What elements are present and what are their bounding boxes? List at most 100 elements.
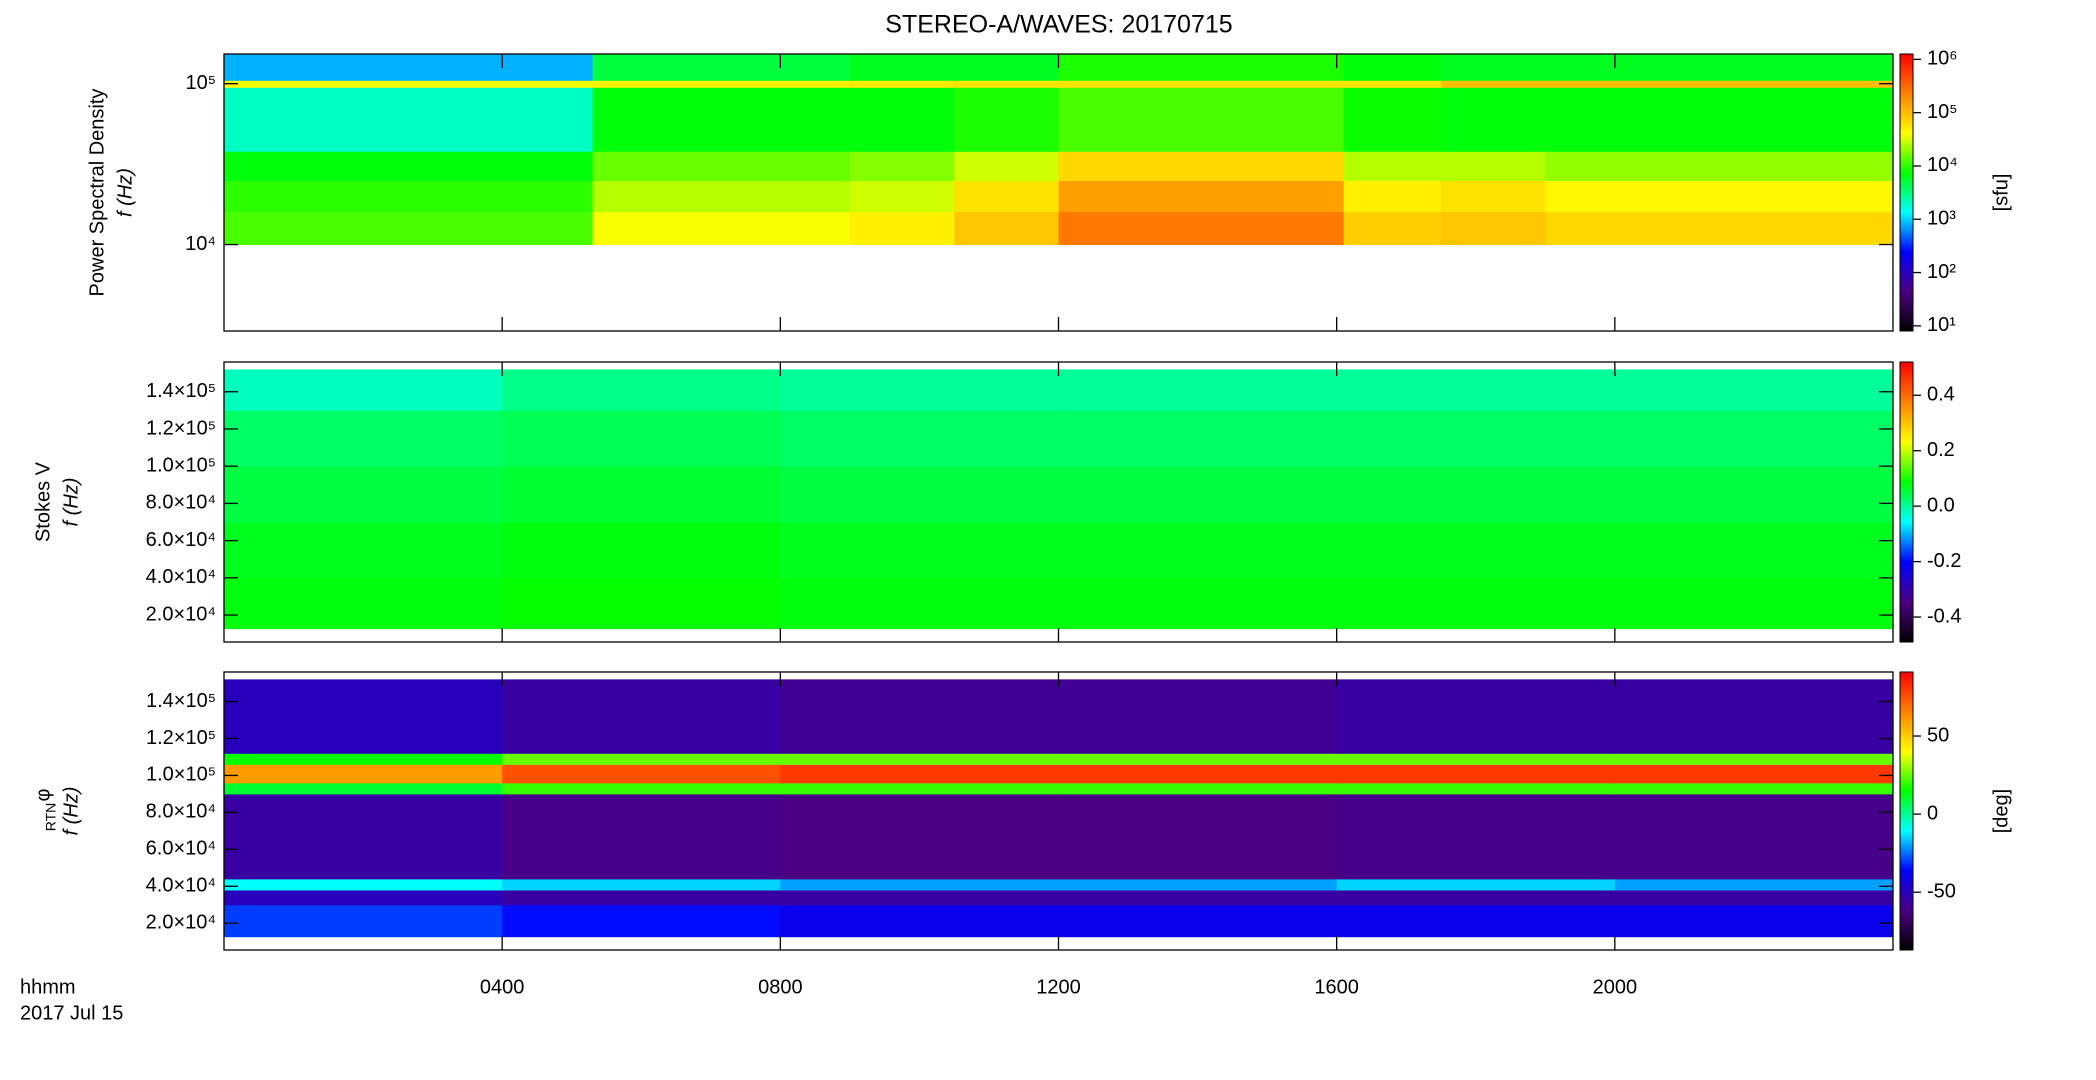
heatmap-cell	[1336, 522, 1616, 579]
heatmap-cell	[1058, 522, 1338, 579]
heatmap-cell	[780, 753, 1059, 765]
heatmap-cell	[1058, 889, 1338, 906]
y-tick-label: 1.4×10⁵	[146, 380, 216, 402]
heatmap-cell	[1343, 180, 1442, 213]
heatmap-cell	[1614, 878, 1894, 891]
y-tick-label: 10⁴	[185, 233, 216, 255]
heatmap-cell	[1614, 764, 1894, 784]
heatmap-cell	[1343, 151, 1442, 182]
heatmap-cell	[1545, 80, 1894, 88]
heatmap-cell	[1545, 87, 1894, 152]
heatmap-cell	[224, 522, 503, 579]
colorbar-tick-label: 50	[1927, 724, 1949, 746]
colorbar-tick-label: 0.2	[1927, 439, 1955, 461]
heatmap-cell	[1545, 211, 1894, 246]
heatmap-cell	[1545, 180, 1894, 213]
y-tick-label: 8.0×10⁴	[146, 492, 216, 514]
y-tick-label: 4.0×10⁴	[146, 875, 216, 897]
heatmap-cell	[849, 87, 955, 152]
heatmap-cell	[502, 889, 781, 906]
y-tick-label: 1.0×10⁵	[146, 764, 216, 786]
heatmap-cell	[592, 87, 851, 152]
heatmap-cell	[224, 180, 594, 213]
x-tick-label: 1200	[1036, 976, 1081, 998]
heatmap-cell	[502, 522, 781, 579]
x-axis-date: 2017 Jul 15	[20, 1002, 123, 1024]
heatmap-cell	[954, 87, 1059, 152]
heatmap-cell	[1058, 577, 1338, 630]
y-tick-label: 4.0×10⁴	[146, 566, 216, 588]
heatmap-cell	[954, 80, 1059, 88]
colorbar-tick-label: 0.4	[1927, 384, 1955, 406]
heatmap-cell	[502, 793, 781, 880]
colorbar	[1899, 671, 1914, 951]
colorbar-label: [deg]	[1990, 789, 2012, 833]
heatmap-cell	[1058, 211, 1345, 246]
heatmap-cell	[849, 54, 955, 81]
x-tick-label: 0800	[758, 976, 803, 998]
heatmap-cell	[780, 410, 1059, 467]
heatmap-cell	[1614, 889, 1894, 906]
heatmap-cell	[1614, 753, 1894, 765]
heatmap-cell	[1440, 80, 1546, 88]
x-tick-label: 2000	[1593, 976, 1638, 998]
heatmap-cell	[502, 753, 781, 765]
heatmap-cell	[502, 679, 781, 754]
heatmap-cell	[224, 369, 503, 411]
y-tick-label: 1.2×10⁵	[146, 727, 216, 749]
heatmap-cell	[954, 211, 1059, 246]
heatmap-cell	[1336, 782, 1616, 795]
heatmap-cell	[224, 151, 594, 182]
y-axis-label: φ	[32, 788, 54, 801]
x-tick-label: 0400	[480, 976, 525, 998]
heatmap-cell	[1058, 904, 1338, 938]
heatmap-cell	[780, 782, 1059, 795]
heatmap-cell	[1336, 878, 1616, 891]
heatmap-cell	[1343, 211, 1442, 246]
y-tick-label: 2.0×10⁴	[146, 911, 216, 933]
heatmap-cell	[1440, 211, 1546, 246]
heatmap-cell	[780, 577, 1059, 630]
heatmap-cell	[1336, 679, 1616, 754]
colorbar	[1899, 361, 1914, 643]
heatmap-cell	[224, 878, 503, 891]
heatmap-cell	[954, 151, 1059, 182]
heatmap-cell	[780, 369, 1059, 411]
colorbar	[1899, 53, 1914, 332]
heatmap-cell	[592, 151, 851, 182]
heatmap-cell	[1440, 180, 1546, 213]
heatmap-cell	[224, 211, 594, 246]
heatmap-cell	[1058, 80, 1345, 88]
heatmap-cell	[1058, 878, 1338, 891]
heatmap-cell	[502, 764, 781, 784]
heatmap-cell	[1336, 369, 1616, 411]
heatmap-cell	[224, 889, 503, 906]
chart-title: STEREO-A/WAVES: 20170715	[885, 11, 1232, 39]
heatmap-cell	[780, 466, 1059, 523]
heatmap-cell	[1058, 180, 1345, 213]
colorbar-tick-label: 10¹	[1927, 314, 1956, 336]
heatmap-cell	[224, 679, 503, 754]
heatmap-cell	[1058, 54, 1345, 81]
heatmap-cell	[1058, 87, 1345, 152]
heatmap-cell	[502, 410, 781, 467]
heatmap-cell	[224, 577, 503, 630]
y-tick-label: 6.0×10⁴	[146, 529, 216, 551]
y-axis-label: f (Hz)	[60, 478, 82, 527]
colorbar-tick-label: -50	[1927, 880, 1956, 902]
x-axis-label: hhmm	[20, 976, 76, 998]
heatmap-cell	[849, 80, 955, 88]
heatmap-cell	[1545, 54, 1894, 81]
heatmap-cell	[849, 151, 955, 182]
colorbar-tick-label: 10³	[1927, 208, 1956, 230]
heatmap-cell	[1440, 87, 1546, 152]
heatmap-cell	[502, 904, 781, 938]
heatmap-cell	[780, 764, 1059, 784]
heatmap-cell	[1058, 753, 1338, 765]
heatmap-cell	[780, 522, 1059, 579]
heatmap-cell	[1336, 753, 1616, 765]
heatmap-cell	[1343, 80, 1442, 88]
y-axis-label: Power Spectral Density	[86, 89, 108, 297]
